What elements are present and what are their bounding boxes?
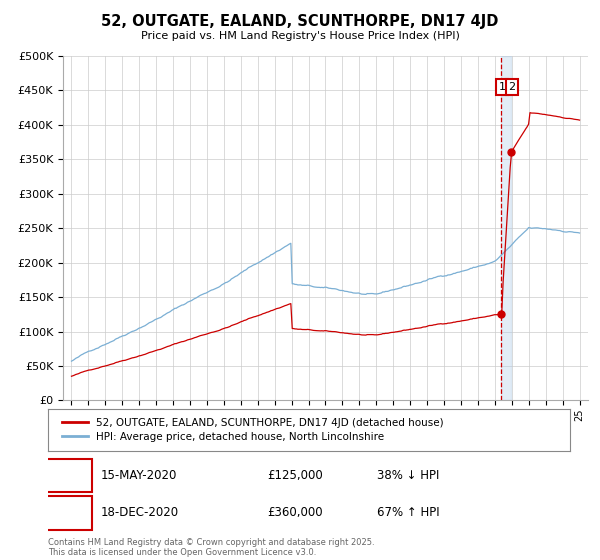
Text: 67% ↑ HPI: 67% ↑ HPI (377, 506, 439, 520)
Text: 2: 2 (62, 506, 70, 520)
Text: 1: 1 (62, 469, 70, 482)
Text: Contains HM Land Registry data © Crown copyright and database right 2025.
This d: Contains HM Land Registry data © Crown c… (48, 538, 374, 557)
Text: £125,000: £125,000 (267, 469, 323, 482)
Text: 52, OUTGATE, EALAND, SCUNTHORPE, DN17 4JD: 52, OUTGATE, EALAND, SCUNTHORPE, DN17 4J… (101, 14, 499, 29)
Text: 38% ↓ HPI: 38% ↓ HPI (377, 469, 439, 482)
Text: 18-DEC-2020: 18-DEC-2020 (100, 506, 178, 520)
FancyBboxPatch shape (40, 496, 92, 530)
Legend: 52, OUTGATE, EALAND, SCUNTHORPE, DN17 4JD (detached house), HPI: Average price, : 52, OUTGATE, EALAND, SCUNTHORPE, DN17 4J… (58, 414, 446, 445)
Text: Price paid vs. HM Land Registry's House Price Index (HPI): Price paid vs. HM Land Registry's House … (140, 31, 460, 41)
Bar (501, 56, 511, 400)
Text: £360,000: £360,000 (267, 506, 323, 520)
Text: 15-MAY-2020: 15-MAY-2020 (100, 469, 176, 482)
FancyBboxPatch shape (40, 459, 92, 492)
Text: 2: 2 (509, 82, 515, 92)
Text: 1: 1 (499, 82, 505, 92)
